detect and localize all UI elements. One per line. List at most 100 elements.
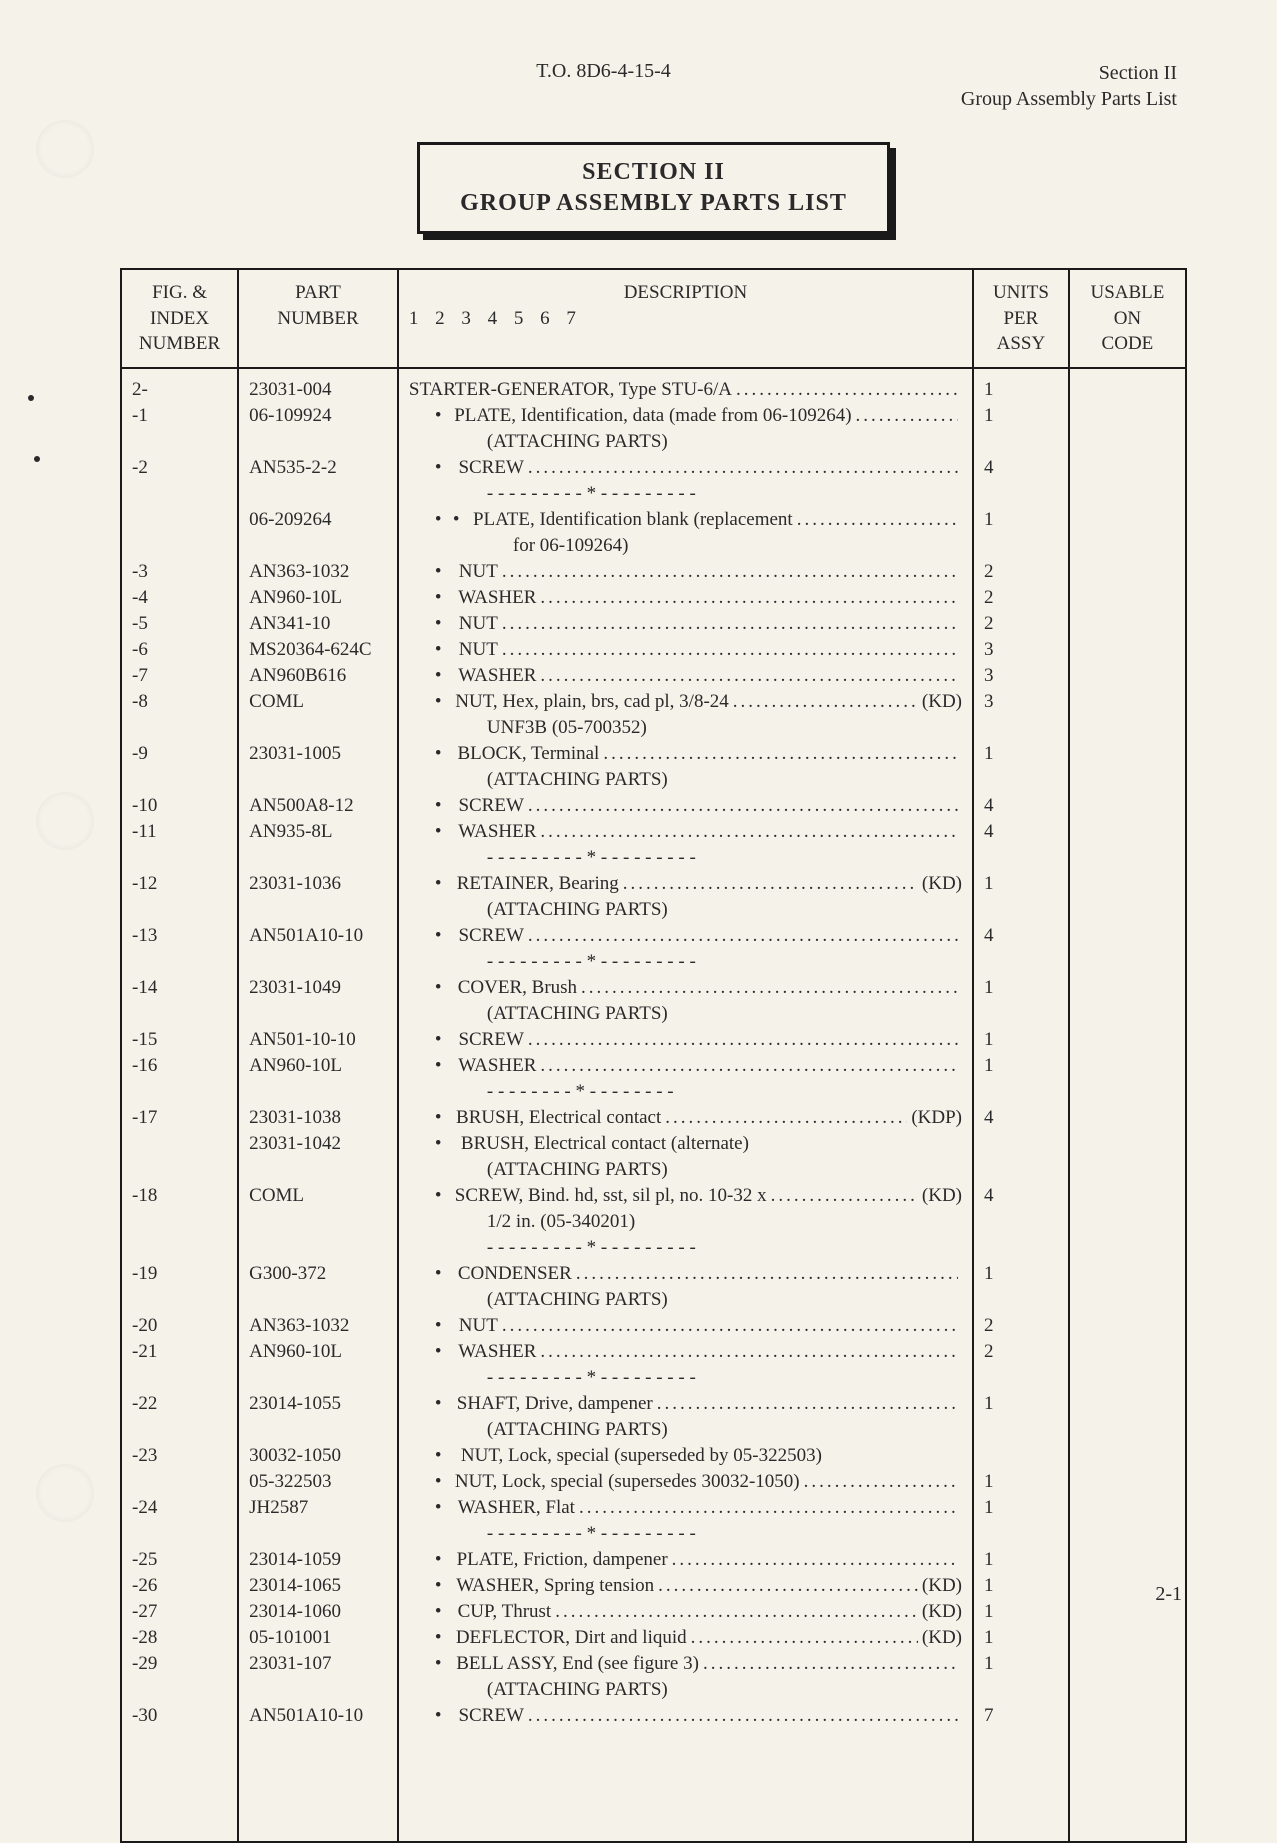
cell-units [973, 845, 1069, 871]
indent-bullet-icon: • [435, 1705, 453, 1727]
table-row: -2223014-1055•SHAFT, Drive, dampener....… [121, 1391, 1186, 1417]
cell-part-number [238, 1781, 398, 1807]
cell-fig-index [121, 715, 238, 741]
table-row: - - - - - - - - - * - - - - - - - - - [121, 949, 1186, 975]
table-row: -21AN960-10L•WASHER.....................… [121, 1339, 1186, 1365]
table-row: (ATTACHING PARTS) [121, 1677, 1186, 1703]
cell-units: 2 [973, 611, 1069, 637]
cell-fig-index: -2 [121, 455, 238, 481]
table-row: -1723031-1038•BRUSH, Electrical contact.… [121, 1105, 1186, 1131]
cell-units [973, 715, 1069, 741]
cell-description: 1/2 in. (05-340201) [398, 1209, 973, 1235]
cell-description [398, 1781, 973, 1807]
page-number: 2-1 [1155, 1583, 1182, 1606]
cell-description: •WASHER.................................… [398, 1339, 973, 1365]
parts-table-body: 2-23031-004STARTER-GENERATOR, Type STU-6… [121, 368, 1186, 1842]
cell-usable-code [1069, 663, 1186, 689]
cell-fig-index [121, 1001, 238, 1027]
table-row: UNF3B (05-700352) [121, 715, 1186, 741]
cell-description: •NUT....................................… [398, 559, 973, 585]
cell-usable-code [1069, 767, 1186, 793]
cell-fig-index: -28 [121, 1625, 238, 1651]
cell-units: 4 [973, 455, 1069, 481]
cell-part-number [238, 1807, 398, 1842]
cell-units: 4 [973, 1105, 1069, 1131]
indent-bullet-icon: • [435, 1575, 453, 1597]
table-row: -13AN501A10-10•SCREW....................… [121, 923, 1186, 949]
cell-usable-code [1069, 1625, 1186, 1651]
cell-units: 3 [973, 637, 1069, 663]
cell-usable-code [1069, 715, 1186, 741]
cell-description: (ATTACHING PARTS) [398, 429, 973, 455]
table-row: 05-322503•NUT, Lock, special (supersedes… [121, 1469, 1186, 1495]
cell-fig-index [121, 507, 238, 533]
cell-description [398, 1807, 973, 1842]
cell-usable-code [1069, 1079, 1186, 1105]
cell-part-number: AN960-10L [238, 1053, 398, 1079]
cell-units: 1 [973, 1261, 1069, 1287]
cell-part-number: AN363-1032 [238, 559, 398, 585]
section-title-line2: GROUP ASSEMBLY PARTS LIST [460, 190, 847, 217]
cell-usable-code [1069, 1365, 1186, 1391]
cell-units [973, 1365, 1069, 1391]
cell-description: - - - - - - - - - * - - - - - - - - - [398, 1521, 973, 1547]
cell-usable-code [1069, 1755, 1186, 1781]
cell-units [973, 1079, 1069, 1105]
doc-number: T.O. 8D6-4-15-4 [330, 60, 877, 112]
indent-bullet-icon: • [435, 873, 453, 895]
table-row: -20AN363-1032•NUT.......................… [121, 1313, 1186, 1339]
cell-usable-code [1069, 1781, 1186, 1807]
table-row: - - - - - - - - - * - - - - - - - - - [121, 1365, 1186, 1391]
indent-bullet-icon: • [435, 457, 453, 479]
cell-usable-code [1069, 1313, 1186, 1339]
table-row: -2623014-1065•WASHER, Spring tension....… [121, 1573, 1186, 1599]
cell-part-number: 05-101001 [238, 1625, 398, 1651]
cell-units [973, 1131, 1069, 1157]
cell-description: •NUT....................................… [398, 611, 973, 637]
indent-bullet-icon: • [435, 1107, 453, 1129]
cell-usable-code [1069, 1157, 1186, 1183]
cell-fig-index [121, 1235, 238, 1261]
cell-description: •WASHER.................................… [398, 585, 973, 611]
cell-description: - - - - - - - - - * - - - - - - - - - [398, 845, 973, 871]
cell-part-number: 23031-1036 [238, 871, 398, 897]
cell-part-number: 30032-1050 [238, 1443, 398, 1469]
cell-part-number: AN500A8-12 [238, 793, 398, 819]
cell-usable-code [1069, 403, 1186, 429]
table-row: -6MS20364-624C•NUT......................… [121, 637, 1186, 663]
cell-fig-index: -6 [121, 637, 238, 663]
cell-units [973, 1001, 1069, 1027]
cell-part-number: 23031-107 [238, 1651, 398, 1677]
table-row [121, 1729, 1186, 1755]
cell-units [973, 897, 1069, 923]
cell-description: •COVER, Brush...........................… [398, 975, 973, 1001]
cell-description: (ATTACHING PARTS) [398, 1157, 973, 1183]
cell-description: •DEFLECTOR, Dirt and liquid.............… [398, 1625, 973, 1651]
cell-part-number: 23031-1049 [238, 975, 398, 1001]
cell-part-number [238, 949, 398, 975]
cell-description: •SCREW..................................… [398, 455, 973, 481]
parts-table: FIG. &INDEXNUMBER PARTNUMBER DESCRIPTION… [120, 268, 1187, 1843]
cell-units: 1 [973, 1599, 1069, 1625]
cell-units: 1 [973, 368, 1069, 403]
cell-units [973, 1677, 1069, 1703]
cell-fig-index [121, 1365, 238, 1391]
cell-fig-index: -27 [121, 1599, 238, 1625]
cell-usable-code [1069, 1521, 1186, 1547]
cell-description: •NUT....................................… [398, 637, 973, 663]
cell-usable-code [1069, 1469, 1186, 1495]
cell-units: 1 [973, 1547, 1069, 1573]
cell-usable-code [1069, 1495, 1186, 1521]
cell-fig-index: -14 [121, 975, 238, 1001]
cell-fig-index: -9 [121, 741, 238, 767]
cell-part-number [238, 533, 398, 559]
cell-usable-code [1069, 819, 1186, 845]
cell-fig-index: 2- [121, 368, 238, 403]
indent-bullet-icon: • [435, 561, 453, 583]
table-row: -3AN363-1032•NUT........................… [121, 559, 1186, 585]
cell-description: •WASHER, Flat...........................… [398, 1495, 973, 1521]
table-row: 06-209264•• PLATE, Identification blank … [121, 507, 1186, 533]
table-row [121, 1781, 1186, 1807]
cell-part-number: 23031-004 [238, 368, 398, 403]
cell-part-number [238, 845, 398, 871]
